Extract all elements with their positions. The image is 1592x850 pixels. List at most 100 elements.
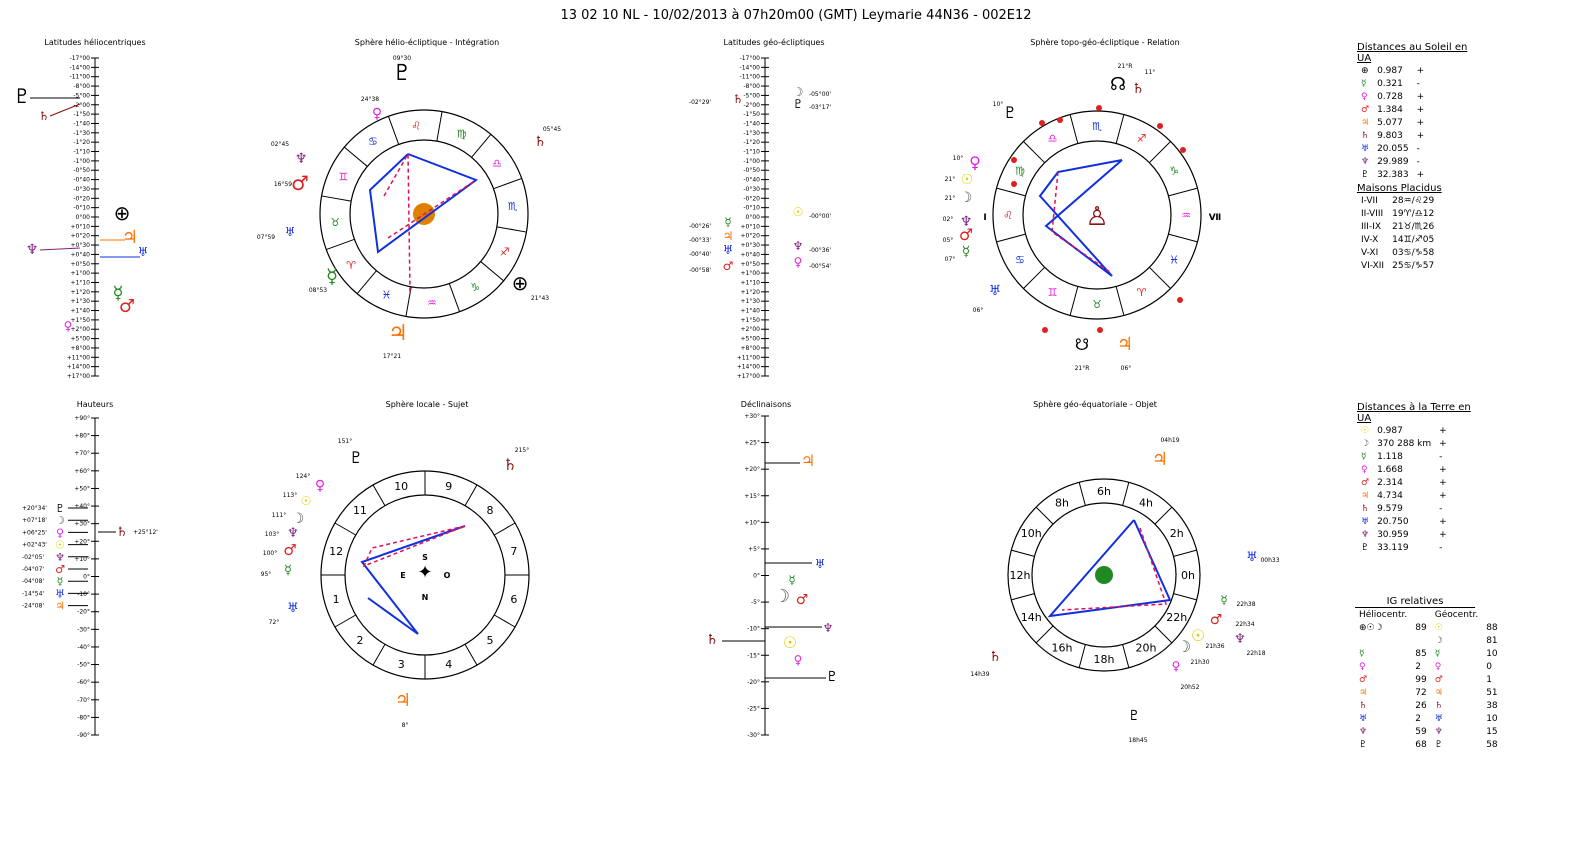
- wheel-sign-label: 12h: [1010, 569, 1031, 582]
- longitude-label: 21°: [945, 195, 956, 202]
- wheel-division: [480, 261, 504, 282]
- helio-latitude-marks: ♇ ♄ ⊕♃♅ ♆ ☿♂ ♀: [13, 84, 148, 333]
- planet-♅-icon: ♅: [138, 245, 149, 259]
- wheel-division: [321, 195, 352, 202]
- table-cell: ♆: [1434, 726, 1443, 737]
- earth-distances-table: ☉ 0.987 + ☽ 370 288 km + ☿ 1.118 - ♀ 1.668 + ♂ 2.314 +…: [1357, 424, 1451, 554]
- latitude-label: -00°00': [809, 213, 831, 220]
- wheel-sign-label: 10h: [1021, 527, 1042, 540]
- panel-title-local-sphere: Sphère locale - Sujet: [385, 400, 469, 409]
- scale-tick-label: -25°: [747, 705, 760, 712]
- height-label: 95°: [261, 571, 272, 578]
- scale-tick-label: +0°20: [71, 233, 91, 240]
- wheel-sign-label: 5: [487, 634, 494, 647]
- table-cell: 1.668: [1377, 464, 1403, 475]
- planet-☿-icon: ☿: [788, 573, 795, 587]
- compass-label: O: [444, 571, 451, 580]
- scale-tick-label: +14°00: [67, 364, 90, 371]
- aspect-lines: [368, 153, 479, 254]
- ra-label: 21h30: [1190, 659, 1209, 666]
- table-cell: +: [1439, 438, 1447, 449]
- planet-☉-icon: ☉: [1191, 626, 1205, 645]
- planet-☿-icon: ☿: [326, 264, 338, 288]
- planet-☽-icon: ☽: [1177, 637, 1191, 656]
- table-cell: ♅: [1434, 713, 1443, 724]
- sun-distances-title: Distances au Soleil en UA: [1357, 42, 1468, 64]
- latitude-label: -00°36': [809, 247, 831, 254]
- table-cell: ☽: [1361, 438, 1370, 449]
- table-cell: ♅: [1361, 143, 1370, 154]
- scale-tick-label: -20°: [77, 609, 90, 616]
- table-cell: ♃: [1361, 117, 1370, 128]
- table-row: ♄ 26 ♄ 38: [1355, 699, 1502, 712]
- longitude-label: 10°: [993, 101, 1004, 108]
- latitude-label: -02°29': [689, 99, 711, 106]
- height-label: 8°: [402, 722, 409, 729]
- leader-line: [39, 247, 81, 251]
- wheel-division: [448, 283, 461, 312]
- ra-label: 21h36: [1205, 643, 1224, 650]
- hauteur-label: -02°05': [22, 554, 44, 561]
- compass-label: E: [400, 571, 405, 580]
- planet-☉-icon: ☉: [55, 539, 65, 552]
- planet-☽-icon: ☽: [774, 586, 790, 607]
- table-cell: 30.959: [1377, 529, 1409, 540]
- table-row: ♆ 30.959 +: [1357, 528, 1451, 541]
- table-row: ♃ 72 ♃ 51: [1355, 686, 1502, 699]
- table-cell: ♆: [1359, 726, 1368, 737]
- scale-tick-label: +0°30: [71, 242, 91, 249]
- house-label: Ⅶ: [1209, 213, 1221, 223]
- planet-☿-icon: ☿: [284, 563, 292, 578]
- table-cell: 9.579: [1377, 503, 1403, 514]
- table-row: ♃ 5.077 +: [1357, 116, 1428, 129]
- planet-♃-icon: ♃: [801, 451, 815, 470]
- ig-title: IG relatives: [1355, 596, 1475, 608]
- scale-tick-label: +10°: [744, 519, 760, 526]
- planet-♄-icon: ♄: [503, 455, 517, 474]
- wheel-sign-label: ♐: [500, 246, 510, 259]
- scale-tick-label: -1°50: [743, 111, 760, 118]
- scale-tick-label: -40°: [77, 644, 90, 651]
- table-cell: ☉: [1361, 425, 1370, 436]
- planet-♂-icon: ♂: [283, 541, 296, 559]
- table-cell: II-VIII: [1361, 208, 1384, 219]
- table-cell: ♃: [1434, 687, 1443, 698]
- panel-title-topo-sphere: Sphère topo-géo-écliptique - Relation: [1030, 38, 1180, 47]
- helio-latitude-scale: -17°00 -14°00 -11°00 -8°00 -5°00 -2°00 -1°50 -1…: [67, 55, 99, 380]
- table-row: ♆ 29.989-: [1357, 155, 1428, 168]
- table-cell: ♃: [1359, 687, 1368, 698]
- scale-tick-label: -0°20: [73, 195, 90, 202]
- wheel-inner-ring: [349, 139, 499, 289]
- wheel-sign-label: ♌: [411, 119, 421, 132]
- wheel-sign-label: 3: [398, 658, 405, 671]
- table-cell: 1.118: [1377, 451, 1403, 462]
- scale-tick-label: +1°50: [71, 317, 91, 324]
- table-cell: 15: [1486, 726, 1498, 737]
- scale-tick-label: -90°: [77, 732, 90, 739]
- table-row: IV-X 14♊/♐05: [1357, 233, 1438, 246]
- scale-tick-label: -5°: [751, 599, 760, 606]
- table-row: ♄ 9.803 +: [1357, 129, 1428, 142]
- scale-tick-label: -0°20: [743, 195, 760, 202]
- height-label: 151°: [338, 438, 352, 445]
- wheel-sign-label: 8h: [1055, 496, 1069, 509]
- longitude-label: 09°30: [393, 55, 411, 62]
- table-cell: 4.734: [1377, 490, 1403, 501]
- table-cell: 0.987: [1377, 65, 1403, 76]
- scale-tick-label: +80°: [74, 433, 90, 440]
- scale-tick-label: +1°10: [71, 279, 91, 286]
- table-cell: ♂: [1361, 104, 1370, 115]
- planet-♄-icon: ♄: [39, 109, 50, 123]
- scale-tick-label: +1°10: [741, 279, 761, 286]
- wheel-outer-ring: [1007, 478, 1201, 672]
- table-row: ♀ 0.728 +: [1357, 90, 1428, 103]
- longitude-label: 08°53: [309, 287, 327, 294]
- node-dot: [1057, 117, 1063, 123]
- wheel-division: [1168, 233, 1198, 243]
- planet-☿-icon: ☿: [57, 575, 64, 588]
- hauteur-label: +06°25': [22, 529, 47, 536]
- scale-tick-label: +2°00: [741, 326, 761, 333]
- planet-☿-icon: ☿: [112, 283, 123, 304]
- table-cell: 2: [1415, 661, 1421, 672]
- scale-tick-label: +40°: [74, 503, 90, 510]
